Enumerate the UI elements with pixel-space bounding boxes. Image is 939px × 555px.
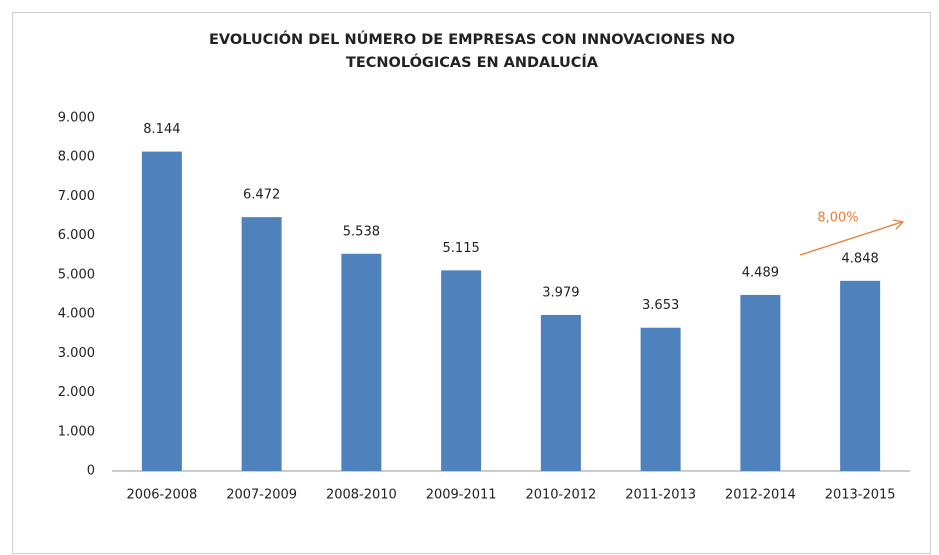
y-tick-label: 2.000 xyxy=(58,385,95,400)
bar xyxy=(441,270,482,471)
chart-title: TECNOLÓGICAS EN ANDALUCÍA xyxy=(346,53,599,71)
bar xyxy=(840,280,881,471)
annotation-arrowhead xyxy=(892,219,905,230)
value-label: 5.538 xyxy=(343,224,380,239)
y-tick-label: 1.000 xyxy=(58,424,95,439)
bar xyxy=(241,217,282,471)
value-label: 4.489 xyxy=(742,265,779,280)
y-tick-label: 6.000 xyxy=(58,228,95,243)
x-tick-label: 2007-2009 xyxy=(226,488,297,503)
x-tick-label: 2010-2012 xyxy=(525,488,596,503)
bar xyxy=(141,151,182,471)
x-tick-label: 2012-2014 xyxy=(725,488,796,503)
value-label: 8.144 xyxy=(143,122,180,137)
value-label: 3.979 xyxy=(542,285,579,300)
x-tick-label: 2013-2015 xyxy=(825,488,896,503)
bar xyxy=(341,253,382,471)
y-tick-label: 4.000 xyxy=(58,307,95,322)
value-label: 3.653 xyxy=(642,298,679,313)
bar xyxy=(740,294,781,471)
value-label: 6.472 xyxy=(243,188,280,203)
x-tick-label: 2009-2011 xyxy=(426,488,497,503)
bar xyxy=(640,327,681,471)
y-tick-label: 8.000 xyxy=(58,150,95,165)
value-label: 5.115 xyxy=(443,241,480,256)
chart-title: EVOLUCIÓN DEL NÚMERO DE EMPRESAS CON INN… xyxy=(209,30,735,48)
annotation: 8,00% xyxy=(817,211,858,226)
y-tick-label: 3.000 xyxy=(58,346,95,361)
value-label: 4.848 xyxy=(842,251,879,266)
x-tick-label: 2011-2013 xyxy=(625,488,696,503)
bar xyxy=(540,314,581,471)
y-tick-label: 0 xyxy=(87,464,95,479)
y-tick-label: 5.000 xyxy=(58,267,95,282)
y-tick-label: 7.000 xyxy=(58,189,95,204)
x-tick-label: 2008-2010 xyxy=(326,488,397,503)
x-tick-label: 2006-2008 xyxy=(126,488,197,503)
annotation-arrow xyxy=(799,221,903,256)
y-tick-label: 9.000 xyxy=(58,111,95,126)
